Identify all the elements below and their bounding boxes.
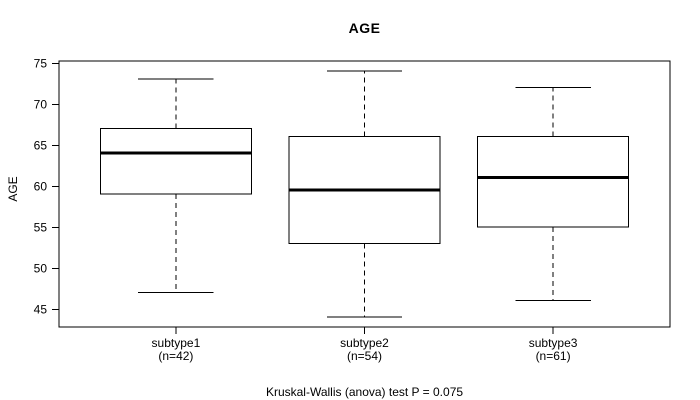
y-tick-label: 50: [34, 262, 48, 276]
iqr-box: [99, 127, 252, 195]
y-tick-label: 65: [34, 139, 48, 153]
group-n: (n=61): [535, 349, 571, 363]
group-name: subtype2: [340, 336, 389, 350]
stat-test-caption: Kruskal-Wallis (anova) test P = 0.075: [265, 385, 464, 399]
y-tick-label: 45: [34, 303, 48, 317]
group-name: subtype1: [151, 336, 201, 350]
x-axis-group-label: subtype1 (n=42): [106, 337, 246, 363]
group-n: (n=54): [346, 349, 383, 363]
x-axis-group-label: subtype2 (n=54): [295, 337, 435, 363]
y-tick-label: 75: [34, 57, 48, 71]
iqr-box: [477, 136, 630, 228]
x-axis-group-label: subtype3 (n=61): [483, 337, 623, 363]
group-n: (n=42): [158, 349, 194, 363]
chart-title: AGE: [348, 20, 381, 36]
y-tick-label: 55: [34, 221, 48, 235]
y-tick-label: 70: [34, 98, 48, 112]
group-name: subtype3: [528, 336, 578, 350]
y-tick-label: 60: [34, 180, 48, 194]
